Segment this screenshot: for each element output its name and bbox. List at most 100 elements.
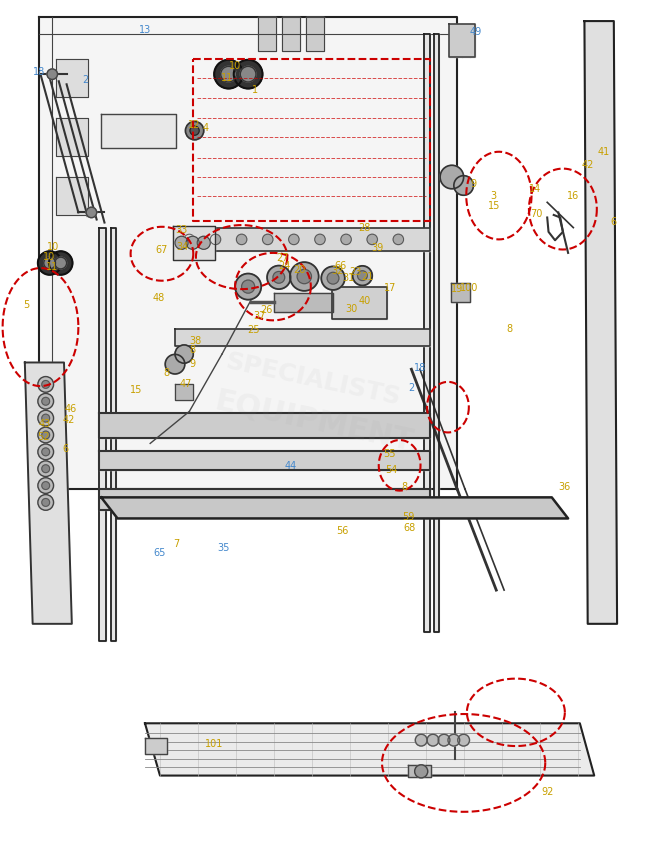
Text: 47: 47 bbox=[180, 379, 192, 389]
Text: 56: 56 bbox=[336, 526, 348, 536]
Polygon shape bbox=[56, 59, 88, 97]
Text: 11: 11 bbox=[221, 72, 232, 83]
Text: 28: 28 bbox=[358, 223, 370, 234]
Circle shape bbox=[42, 481, 50, 490]
Circle shape bbox=[221, 67, 236, 82]
Circle shape bbox=[458, 734, 470, 746]
Circle shape bbox=[267, 266, 291, 289]
Circle shape bbox=[290, 262, 319, 291]
Polygon shape bbox=[99, 451, 430, 470]
Circle shape bbox=[440, 165, 464, 189]
Circle shape bbox=[38, 411, 54, 426]
Text: 66: 66 bbox=[334, 260, 346, 271]
Circle shape bbox=[42, 431, 50, 439]
Polygon shape bbox=[175, 228, 430, 251]
Circle shape bbox=[393, 234, 404, 244]
Circle shape bbox=[321, 266, 345, 290]
Text: 23: 23 bbox=[350, 267, 362, 277]
Circle shape bbox=[38, 427, 54, 443]
Text: 2: 2 bbox=[82, 75, 88, 85]
Text: 9: 9 bbox=[189, 359, 196, 369]
Text: 20: 20 bbox=[293, 265, 305, 275]
Circle shape bbox=[38, 461, 54, 476]
Circle shape bbox=[184, 234, 195, 244]
Circle shape bbox=[42, 464, 50, 473]
Text: 16: 16 bbox=[567, 191, 579, 201]
Text: 21: 21 bbox=[362, 271, 374, 282]
Polygon shape bbox=[145, 738, 167, 754]
Text: 2: 2 bbox=[408, 383, 415, 393]
Circle shape bbox=[448, 734, 460, 746]
Circle shape bbox=[42, 380, 50, 389]
Circle shape bbox=[353, 266, 372, 286]
Circle shape bbox=[186, 236, 199, 250]
Circle shape bbox=[273, 271, 285, 283]
Text: 8: 8 bbox=[402, 482, 408, 492]
Polygon shape bbox=[408, 765, 431, 777]
Text: 70: 70 bbox=[531, 209, 543, 219]
Circle shape bbox=[42, 448, 50, 456]
Circle shape bbox=[235, 274, 261, 299]
Circle shape bbox=[47, 69, 57, 79]
Text: 41: 41 bbox=[598, 147, 610, 157]
Polygon shape bbox=[274, 293, 333, 312]
Text: 13: 13 bbox=[139, 24, 151, 35]
Circle shape bbox=[214, 60, 243, 89]
Text: 18: 18 bbox=[414, 362, 426, 373]
Circle shape bbox=[367, 234, 377, 244]
Text: 32: 32 bbox=[332, 266, 343, 277]
Circle shape bbox=[38, 377, 54, 392]
Text: 65: 65 bbox=[153, 548, 165, 558]
Polygon shape bbox=[424, 34, 430, 632]
Polygon shape bbox=[258, 17, 276, 51]
Text: 101: 101 bbox=[205, 738, 223, 749]
Polygon shape bbox=[25, 362, 72, 624]
Circle shape bbox=[236, 234, 247, 244]
Text: 6: 6 bbox=[62, 444, 69, 454]
Text: 10: 10 bbox=[229, 61, 241, 71]
Text: 40: 40 bbox=[358, 296, 370, 306]
Polygon shape bbox=[282, 17, 300, 51]
Polygon shape bbox=[175, 329, 430, 346]
Text: 18: 18 bbox=[33, 67, 45, 77]
Text: 3: 3 bbox=[490, 191, 496, 201]
Text: 42: 42 bbox=[63, 415, 74, 425]
Text: 68: 68 bbox=[404, 523, 415, 533]
Circle shape bbox=[42, 498, 50, 507]
Polygon shape bbox=[99, 413, 430, 438]
Circle shape bbox=[49, 251, 72, 275]
Circle shape bbox=[327, 272, 339, 284]
Text: 25: 25 bbox=[247, 325, 260, 336]
Text: 10: 10 bbox=[48, 242, 59, 252]
Text: 30: 30 bbox=[345, 304, 357, 314]
Text: 35: 35 bbox=[217, 543, 229, 553]
Circle shape bbox=[242, 280, 255, 293]
Circle shape bbox=[210, 234, 221, 244]
Polygon shape bbox=[175, 384, 193, 400]
Circle shape bbox=[38, 444, 54, 459]
Text: EQUIPMENT: EQUIPMENT bbox=[212, 386, 415, 457]
Text: 14: 14 bbox=[530, 184, 541, 194]
Circle shape bbox=[438, 734, 450, 746]
Circle shape bbox=[415, 765, 428, 778]
Text: 24: 24 bbox=[278, 261, 290, 271]
Circle shape bbox=[234, 60, 263, 89]
Text: 54: 54 bbox=[386, 464, 398, 475]
Text: 9: 9 bbox=[470, 179, 477, 189]
Text: 8: 8 bbox=[163, 368, 170, 379]
Text: 67: 67 bbox=[155, 244, 167, 255]
Circle shape bbox=[44, 257, 56, 269]
Circle shape bbox=[42, 414, 50, 422]
Text: 44: 44 bbox=[285, 461, 296, 471]
Circle shape bbox=[263, 234, 273, 244]
Text: 92: 92 bbox=[541, 787, 553, 797]
Text: 8: 8 bbox=[189, 345, 196, 355]
Polygon shape bbox=[101, 497, 568, 518]
Polygon shape bbox=[306, 17, 324, 51]
Text: 36: 36 bbox=[558, 482, 570, 492]
Text: 46: 46 bbox=[65, 404, 76, 414]
Circle shape bbox=[197, 236, 210, 250]
Polygon shape bbox=[434, 34, 439, 632]
Circle shape bbox=[42, 397, 50, 405]
Circle shape bbox=[185, 121, 204, 140]
